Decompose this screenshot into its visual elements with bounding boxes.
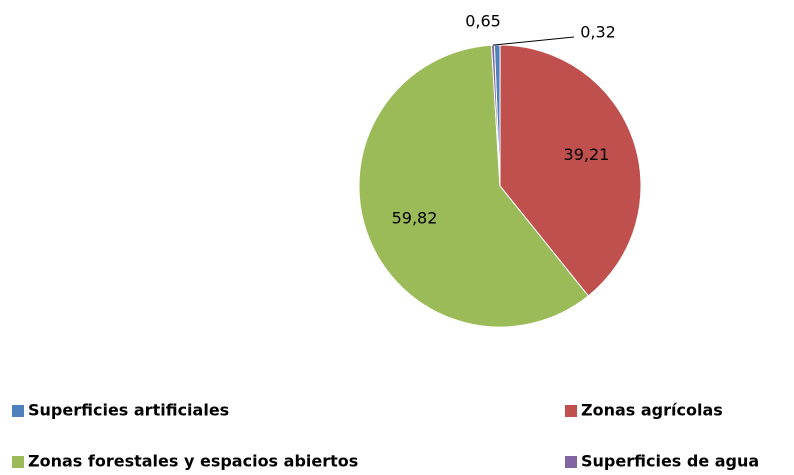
legend-swatch: [12, 456, 24, 468]
data-label: 0,32: [580, 23, 616, 42]
legend-swatch: [565, 456, 577, 468]
leader-line: [492, 36, 575, 46]
legend-label: Superficies artificiales: [28, 401, 229, 420]
data-label: 59,82: [392, 209, 438, 228]
legend-label: Zonas agrícolas: [581, 401, 723, 420]
pie-slice: [499, 44, 642, 297]
legend-swatch: [565, 405, 577, 417]
data-label: 0,65: [465, 12, 501, 31]
legend-label: Superficies de agua: [581, 452, 759, 471]
legend-label: Zonas forestales y espacios abiertos: [28, 452, 358, 471]
legend-swatch: [12, 405, 24, 417]
data-label: 39,21: [564, 145, 610, 164]
pie-slice: [358, 44, 590, 328]
